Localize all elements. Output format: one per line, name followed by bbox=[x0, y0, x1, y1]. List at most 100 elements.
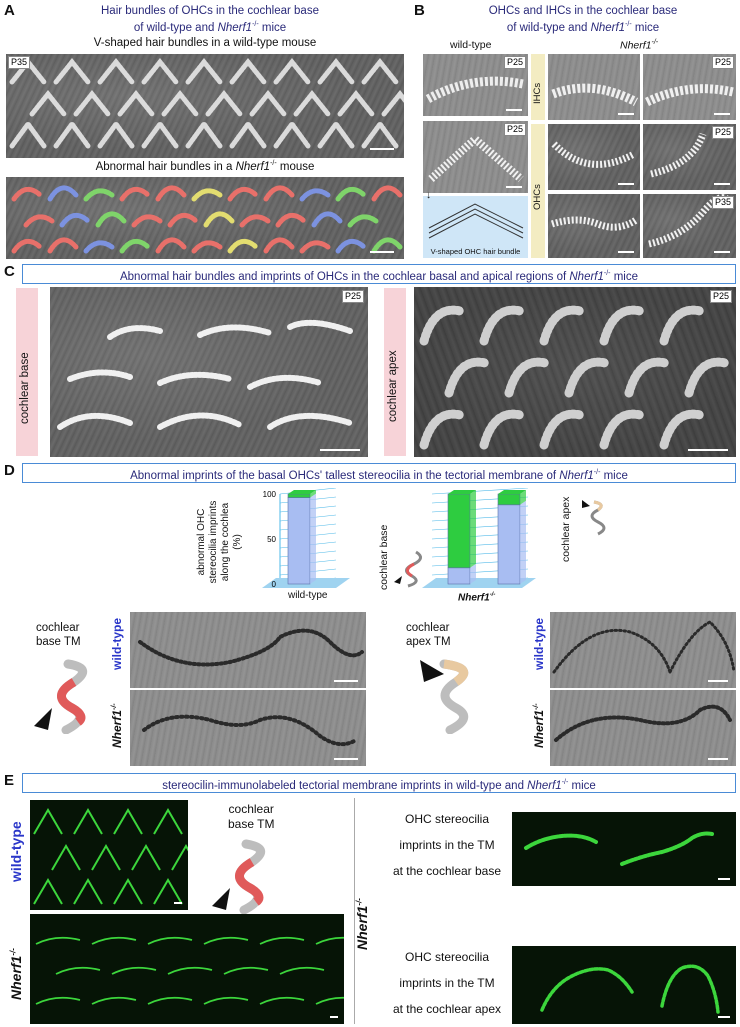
row-label-ihc: IHCs bbox=[532, 82, 543, 104]
row-label-ohc: OHCs bbox=[532, 184, 543, 210]
scale-bar bbox=[370, 148, 394, 150]
v-bundles-drawing bbox=[9, 57, 404, 149]
fluorescent-v-imprint bbox=[131, 844, 161, 871]
abnormal-hair-bundle bbox=[23, 214, 55, 228]
e-mut-label-left: Nherf1-/- bbox=[8, 948, 24, 1000]
abnormal-hair-bundle bbox=[167, 212, 199, 228]
irregular-hair-bundle bbox=[67, 369, 133, 382]
fluorescent-v-imprint bbox=[171, 844, 188, 871]
fluorescent-v-imprint bbox=[33, 878, 63, 905]
d-apex-wt-image bbox=[550, 612, 736, 688]
text-line: OHC stereocilia bbox=[404, 950, 490, 964]
gene-name: Nherf1 bbox=[8, 955, 24, 1000]
apical-hair-bundle bbox=[599, 409, 645, 450]
imprint-dots bbox=[142, 714, 358, 747]
abnormal-hair-bundle bbox=[311, 211, 343, 228]
irregular-hair-bundle bbox=[157, 412, 243, 430]
scale-bar bbox=[330, 1016, 338, 1018]
fluorescent-abnormal-imprint bbox=[91, 996, 137, 1005]
apical-hair-bundle bbox=[684, 357, 730, 398]
apical-hair-bundle bbox=[599, 305, 645, 346]
bar-segment bbox=[447, 493, 471, 569]
panel-c-header: Abnormal hair bundles and imprints of OH… bbox=[22, 264, 736, 284]
abnormal-hair-bundle bbox=[191, 240, 223, 254]
v-hair-bundle bbox=[381, 89, 404, 117]
fluorescent-abnormal-imprint bbox=[111, 966, 157, 975]
v-shape-schematic bbox=[428, 203, 524, 239]
bar-segment bbox=[497, 504, 521, 585]
v-hair-bundle bbox=[249, 89, 287, 117]
text-line: at the cochlear base bbox=[392, 864, 502, 878]
scale-bar bbox=[370, 251, 394, 253]
abnormal-hair-bundle bbox=[263, 237, 295, 254]
abnormal-hair-bundle bbox=[299, 240, 331, 254]
panel-d-header: Abnormal imprints of the basal OHCs' tal… bbox=[22, 463, 736, 483]
fluorescent-v-imprint bbox=[33, 808, 63, 835]
v-hair-bundle bbox=[141, 57, 179, 85]
v-hair-bundle bbox=[293, 89, 331, 117]
d-base-tm-label: cochlear base TM bbox=[36, 621, 81, 649]
v-hair-bundle bbox=[229, 57, 267, 85]
ylabel-line-2: stereocilia imprints bbox=[208, 500, 219, 584]
apical-hair-bundle bbox=[659, 305, 705, 346]
abnormal-hair-bundle bbox=[239, 214, 271, 228]
abnormal-hair-bundle bbox=[11, 186, 43, 202]
title-text: of wild-type and bbox=[506, 21, 591, 34]
irregular-hair-bundle bbox=[287, 319, 353, 334]
apical-hair-bundle bbox=[479, 409, 525, 450]
text-line: at the cochlear apex bbox=[392, 1002, 502, 1016]
apical-hair-bundle bbox=[539, 409, 585, 450]
genotype-sup: -/- bbox=[252, 21, 259, 28]
fluorescent-v-imprint bbox=[113, 878, 143, 905]
fluorescent-abnormal-imprint bbox=[315, 936, 344, 945]
panel-a-mut-caption: Abnormal hair bundles in a Nherf1-/- mou… bbox=[6, 160, 404, 173]
genotype-sup: -/- bbox=[8, 948, 18, 956]
scale-bar bbox=[714, 183, 730, 185]
irregular-hair-bundle bbox=[247, 374, 323, 390]
scale-bar bbox=[618, 251, 634, 253]
irregular-hair-bundle bbox=[107, 325, 163, 340]
abnormal-hair-bundle bbox=[47, 185, 79, 202]
v-hair-bundle bbox=[141, 119, 179, 149]
apical-hair-bundle bbox=[419, 305, 465, 346]
fluorescent-abnormal-imprint bbox=[147, 996, 193, 1005]
genotype-sup: -/- bbox=[651, 39, 659, 46]
scale-bar bbox=[618, 113, 634, 115]
fluorescent-abnormal-imprint bbox=[167, 966, 213, 975]
fluorescent-abnormal-imprint bbox=[259, 936, 305, 945]
panel-b-col-mut: Nherf1-/- bbox=[620, 39, 658, 52]
fluorescent-v-imprint bbox=[91, 844, 121, 871]
ohc-band bbox=[531, 124, 545, 258]
bar-segment bbox=[287, 497, 311, 585]
d-apex-tm-label: cochlear apex TM bbox=[406, 621, 451, 649]
panel-c-apex-image: P25 bbox=[414, 287, 736, 457]
abnormal-hair-bundle bbox=[263, 185, 295, 202]
apical-hair-bundle bbox=[504, 357, 550, 398]
v-hair-bundle bbox=[273, 57, 311, 85]
v-hair-bundle bbox=[53, 119, 91, 149]
abnormal-hair-bundle bbox=[119, 186, 151, 202]
e-apex-imprint-image bbox=[512, 946, 736, 1024]
scale-bar bbox=[708, 680, 728, 682]
label-line: cochlear bbox=[228, 802, 274, 816]
d-right-wt-label: wild-type bbox=[532, 617, 546, 670]
v-hair-bundle bbox=[161, 89, 199, 117]
ylabel-line-3: along the cochlea bbox=[220, 502, 231, 582]
v-hair-bundle bbox=[185, 119, 223, 149]
fluorescent-abnormal-imprint bbox=[315, 996, 344, 1005]
scale-bar bbox=[506, 186, 522, 188]
panel-b-mut-ohc-image-3 bbox=[548, 194, 640, 258]
v-hair-bundle bbox=[117, 89, 155, 117]
v-hair-bundle bbox=[317, 119, 355, 149]
bar-segment bbox=[497, 493, 521, 506]
abnormal-hair-bundle bbox=[131, 214, 163, 228]
v-hair-bundle bbox=[9, 119, 47, 149]
abnormal-hair-bundle bbox=[83, 240, 115, 254]
age-tag: P25 bbox=[709, 290, 732, 303]
bar-top bbox=[498, 490, 526, 494]
scale-bar bbox=[334, 680, 358, 682]
gene-name: Nherf1 bbox=[458, 592, 490, 604]
apical-hair-bundle bbox=[444, 357, 490, 398]
apical-hair-bundle bbox=[659, 409, 705, 450]
irregular-hair-bundle bbox=[57, 412, 133, 430]
